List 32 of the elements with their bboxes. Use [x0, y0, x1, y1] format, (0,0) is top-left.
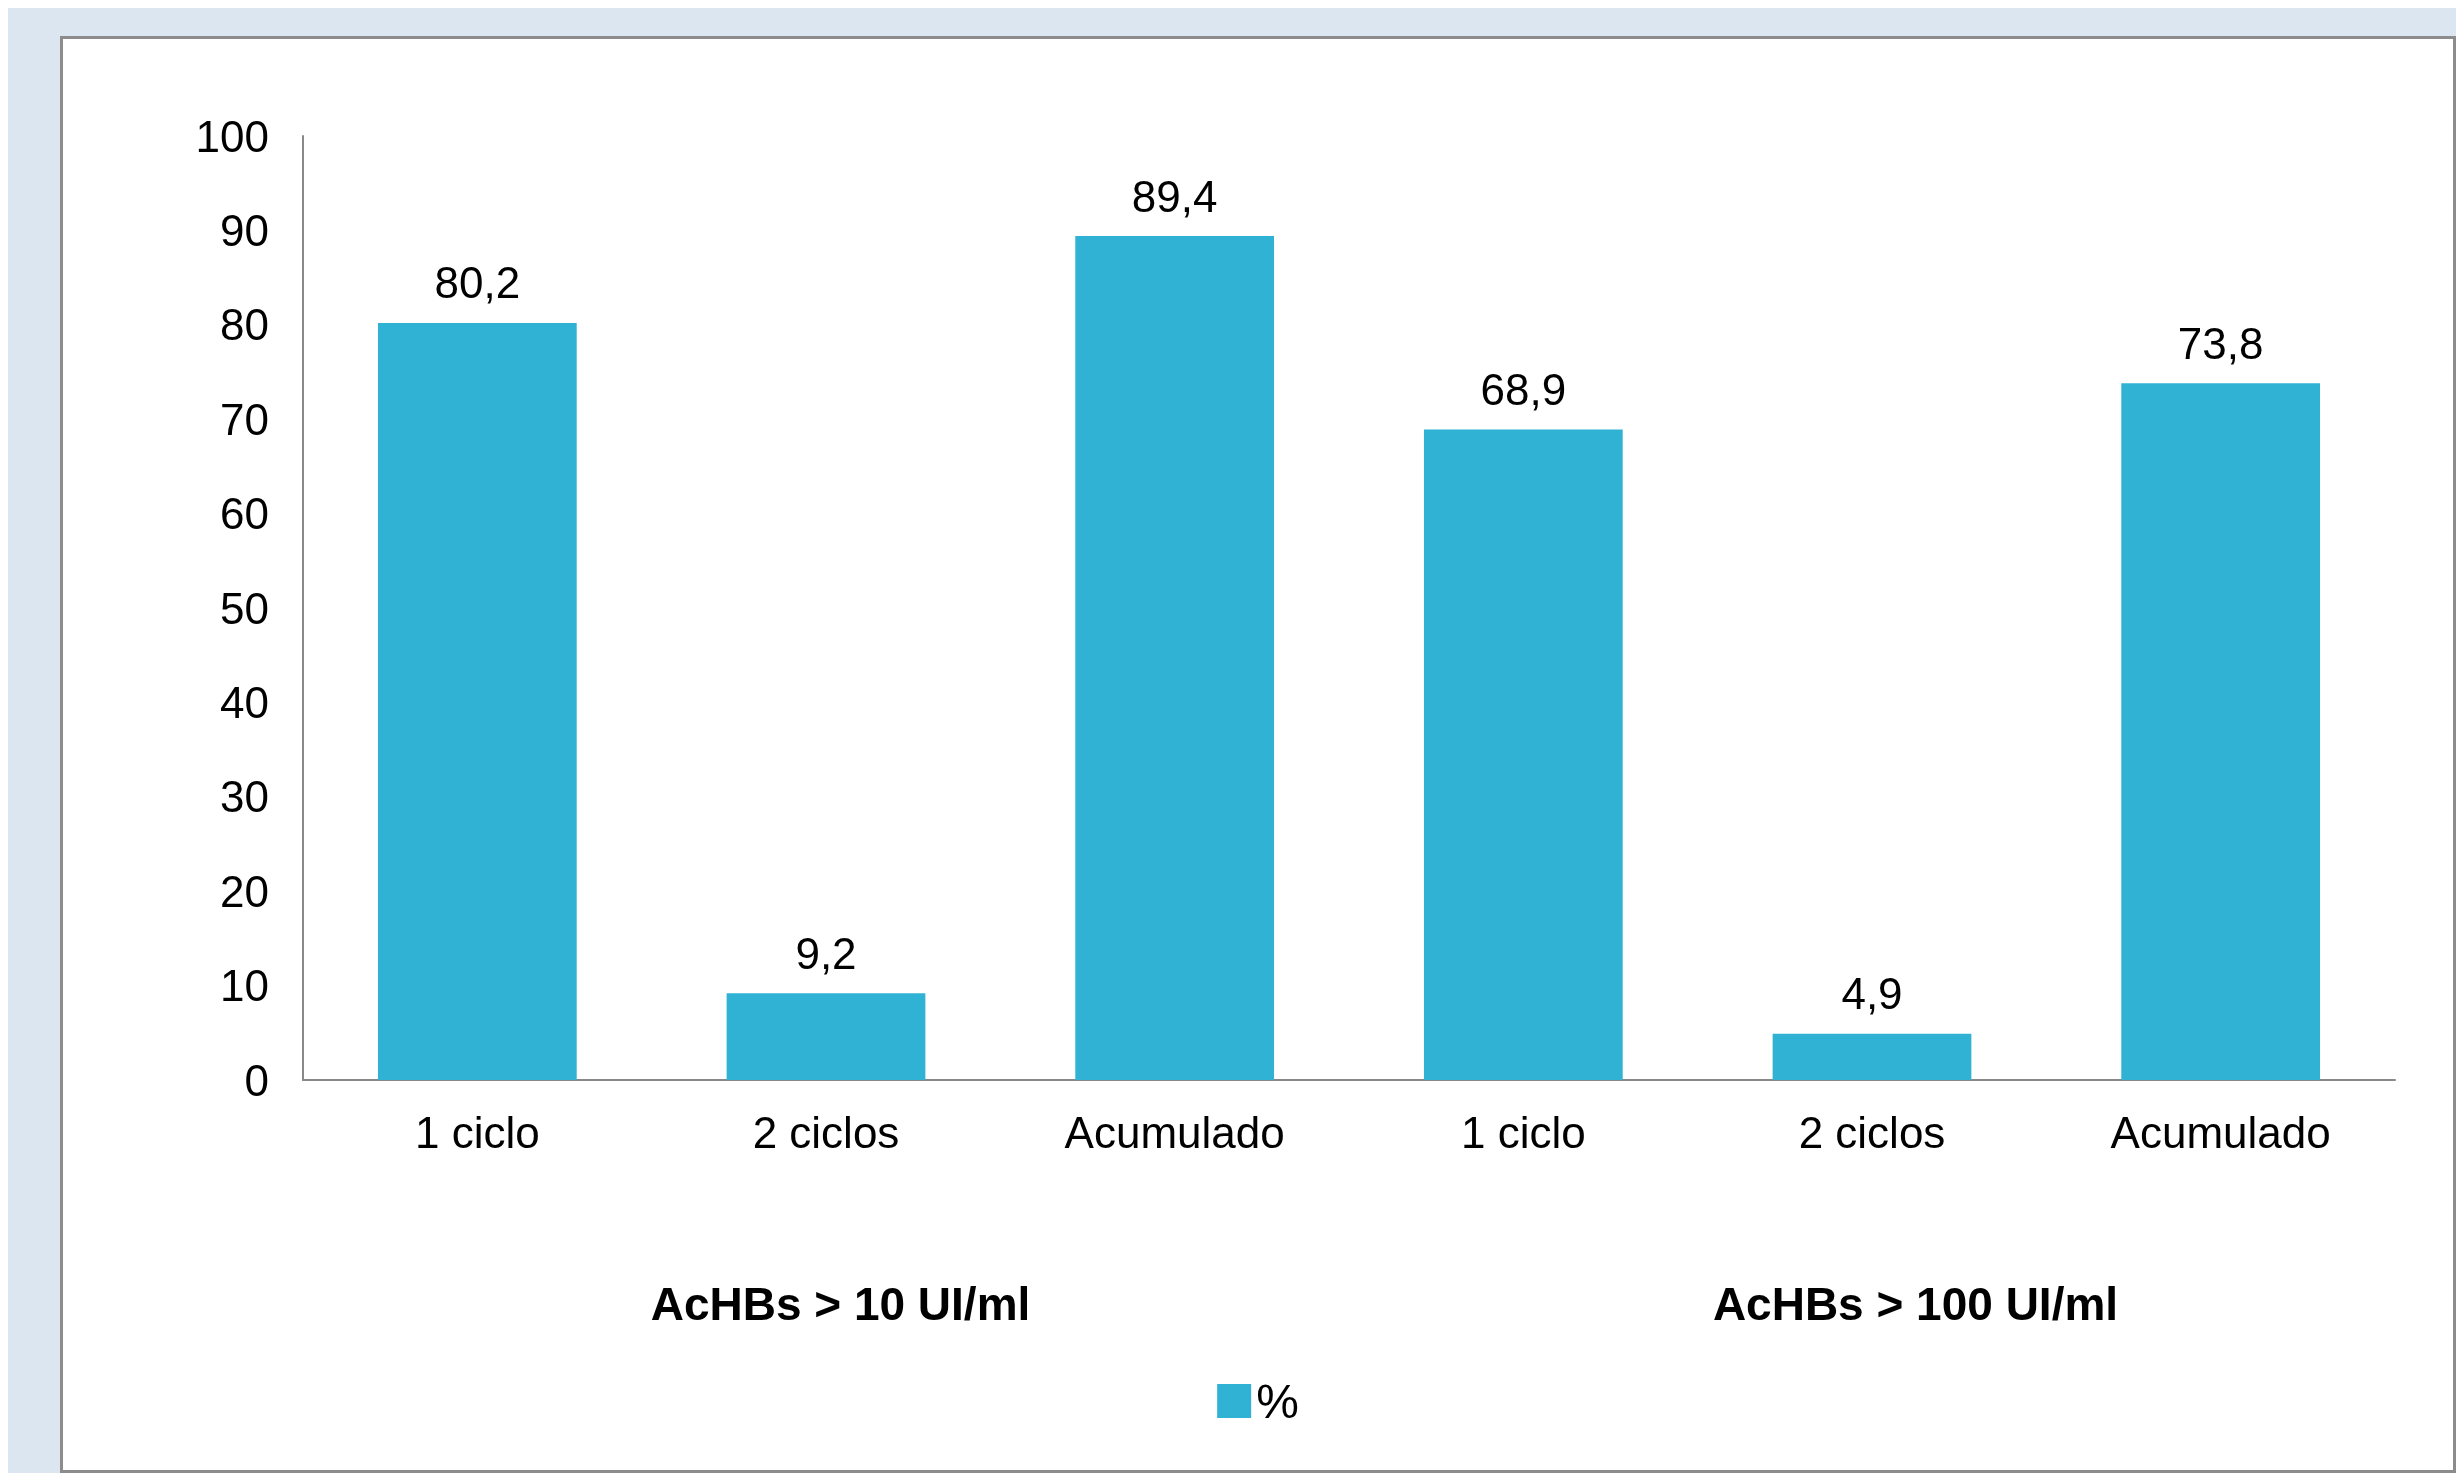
y-tick-label: 0: [244, 1055, 269, 1105]
y-tick-label: 30: [220, 772, 269, 822]
y-tick-label: 50: [220, 583, 269, 633]
y-tick-label: 90: [220, 205, 269, 255]
text: AcHBs > 10 UI/ml: [650, 1278, 1031, 1330]
x-tick-label: 2 ciclos: [752, 1107, 900, 1157]
x-tick-label: 1 ciclo: [1460, 1107, 1586, 1157]
y-tick-label: 100: [195, 111, 269, 161]
data-label: 89,4: [1131, 171, 1218, 221]
y-tick-label: 40: [220, 677, 269, 727]
bar: [726, 993, 926, 1080]
data-label: 68,9: [1480, 365, 1567, 415]
text: AcHBs > 100 UI/ml: [1712, 1278, 2119, 1330]
y-tick-label: 70: [220, 394, 269, 444]
bar: [1075, 236, 1275, 1080]
x-tick-label: 2 ciclos: [1798, 1107, 1946, 1157]
x-tick-label: Acumulado: [1064, 1107, 1285, 1157]
x-tick-label: 1 ciclo: [414, 1107, 540, 1157]
data-label: 4,9: [1841, 969, 1903, 1019]
x-tick-label: Acumulado: [2110, 1107, 2331, 1157]
data-label: 9,2: [795, 928, 857, 978]
legend-label: %: [1256, 1374, 1299, 1428]
bar: [377, 322, 577, 1080]
bar: [2121, 383, 2321, 1080]
y-tick-label: 80: [220, 300, 269, 350]
y-tick-label: 20: [220, 866, 269, 916]
data-label: 80,2: [434, 258, 521, 308]
y-tick-label: 60: [220, 489, 269, 539]
data-label: 73,8: [2177, 318, 2264, 368]
bar: [1423, 429, 1623, 1080]
bar: [1772, 1033, 1972, 1080]
y-tick-label: 10: [220, 961, 269, 1011]
